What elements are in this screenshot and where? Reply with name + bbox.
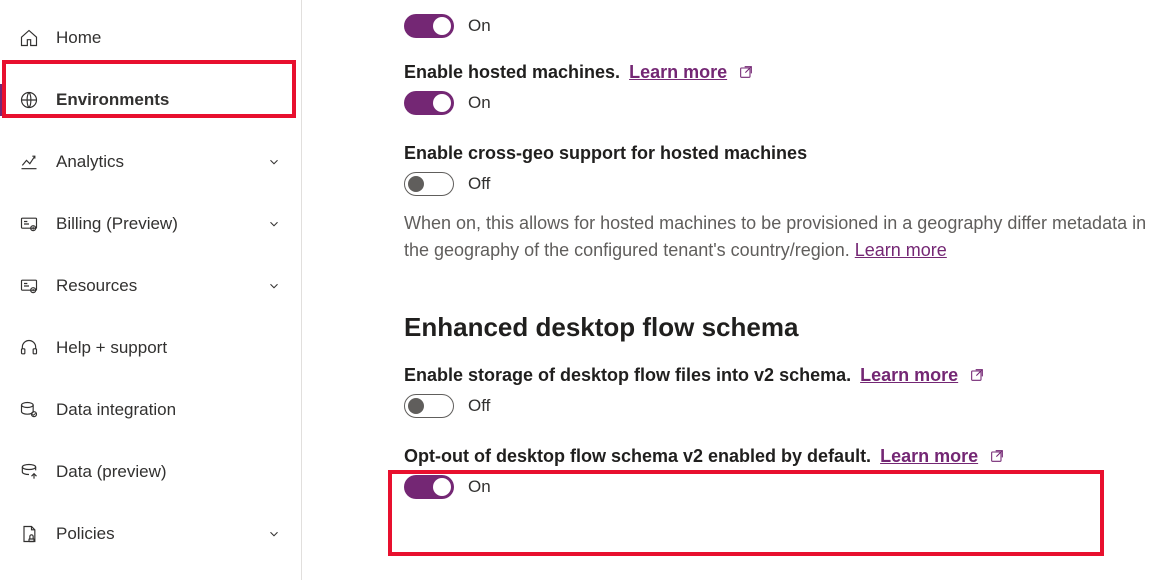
toggle-state-label: On xyxy=(468,93,491,113)
data-preview-icon xyxy=(18,461,40,483)
headset-icon xyxy=(18,337,40,359)
sidebar-item-label: Home xyxy=(56,28,281,48)
sidebar-item-data-preview[interactable]: Data (preview) xyxy=(0,448,301,496)
toggle-hosted-machines[interactable] xyxy=(404,91,454,115)
setting-top-toggle: On xyxy=(404,14,1158,38)
policies-icon xyxy=(18,523,40,545)
sidebar-item-label: Environments xyxy=(56,90,281,110)
setting-label-text: Opt-out of desktop flow schema v2 enable… xyxy=(404,446,871,466)
toggle-opt-out[interactable] xyxy=(404,475,454,499)
learn-more-link[interactable]: Learn more xyxy=(860,365,958,385)
learn-more-link[interactable]: Learn more xyxy=(629,62,727,82)
chevron-down-icon xyxy=(267,155,281,169)
toggle-state-label: On xyxy=(468,477,491,497)
setting-label-text: Enable storage of desktop flow files int… xyxy=(404,365,851,385)
line-chart-icon xyxy=(18,151,40,173)
toggle-v2-storage[interactable] xyxy=(404,394,454,418)
setting-label: Enable storage of desktop flow files int… xyxy=(404,365,1158,386)
setting-help-text: When on, this allows for hosted machines… xyxy=(404,210,1158,264)
toggle-state-label: Off xyxy=(468,174,490,194)
billing-icon xyxy=(18,213,40,235)
learn-more-link[interactable]: Learn more xyxy=(855,240,947,260)
setting-hosted-machines: Enable hosted machines. Learn more On xyxy=(404,62,1158,115)
sidebar-item-label: Data integration xyxy=(56,400,281,420)
setting-label: Opt-out of desktop flow schema v2 enable… xyxy=(404,446,1158,467)
chevron-down-icon xyxy=(267,527,281,541)
setting-label: Enable hosted machines. Learn more xyxy=(404,62,1158,83)
setting-opt-out: Opt-out of desktop flow schema v2 enable… xyxy=(404,446,1158,499)
external-link-icon xyxy=(738,64,754,80)
toggle-state-label: On xyxy=(468,16,491,36)
globe-icon xyxy=(18,89,40,111)
chevron-down-icon xyxy=(267,217,281,231)
setting-label-text: Enable hosted machines. xyxy=(404,62,620,82)
learn-more-link[interactable]: Learn more xyxy=(880,446,978,466)
sidebar-item-label: Policies xyxy=(56,524,267,544)
sidebar-item-billing[interactable]: Billing (Preview) xyxy=(0,200,301,248)
sidebar-item-label: Help + support xyxy=(56,338,281,358)
sidebar-item-label: Data (preview) xyxy=(56,462,281,482)
chevron-down-icon xyxy=(267,279,281,293)
home-icon xyxy=(18,27,40,49)
sidebar-item-label: Billing (Preview) xyxy=(56,214,267,234)
external-link-icon xyxy=(969,367,985,383)
toggle-top[interactable] xyxy=(404,14,454,38)
sidebar-item-resources[interactable]: Resources xyxy=(0,262,301,310)
sidebar-item-help-support[interactable]: Help + support xyxy=(0,324,301,372)
sidebar-item-environments[interactable]: Environments xyxy=(0,76,301,124)
sidebar-item-policies[interactable]: Policies xyxy=(0,510,301,558)
sidebar-item-home[interactable]: Home xyxy=(0,14,301,62)
setting-cross-geo: Enable cross-geo support for hosted mach… xyxy=(404,143,1158,264)
section-heading: Enhanced desktop flow schema xyxy=(404,312,1158,343)
setting-v2-storage: Enable storage of desktop flow files int… xyxy=(404,365,1158,418)
data-integration-icon xyxy=(18,399,40,421)
setting-label-text: Enable cross-geo support for hosted mach… xyxy=(404,143,807,163)
main-content: On Enable hosted machines. Learn more On… xyxy=(302,0,1158,580)
sidebar: Home Environments Analytics Billing (Pre… xyxy=(0,0,302,580)
sidebar-item-data-integration[interactable]: Data integration xyxy=(0,386,301,434)
sidebar-item-analytics[interactable]: Analytics xyxy=(0,138,301,186)
toggle-cross-geo[interactable] xyxy=(404,172,454,196)
toggle-state-label: Off xyxy=(468,396,490,416)
setting-label: Enable cross-geo support for hosted mach… xyxy=(404,143,1158,164)
sidebar-item-label: Analytics xyxy=(56,152,267,172)
help-text-body: When on, this allows for hosted machines… xyxy=(404,213,1146,260)
sidebar-item-label: Resources xyxy=(56,276,267,296)
resources-icon xyxy=(18,275,40,297)
external-link-icon xyxy=(989,448,1005,464)
